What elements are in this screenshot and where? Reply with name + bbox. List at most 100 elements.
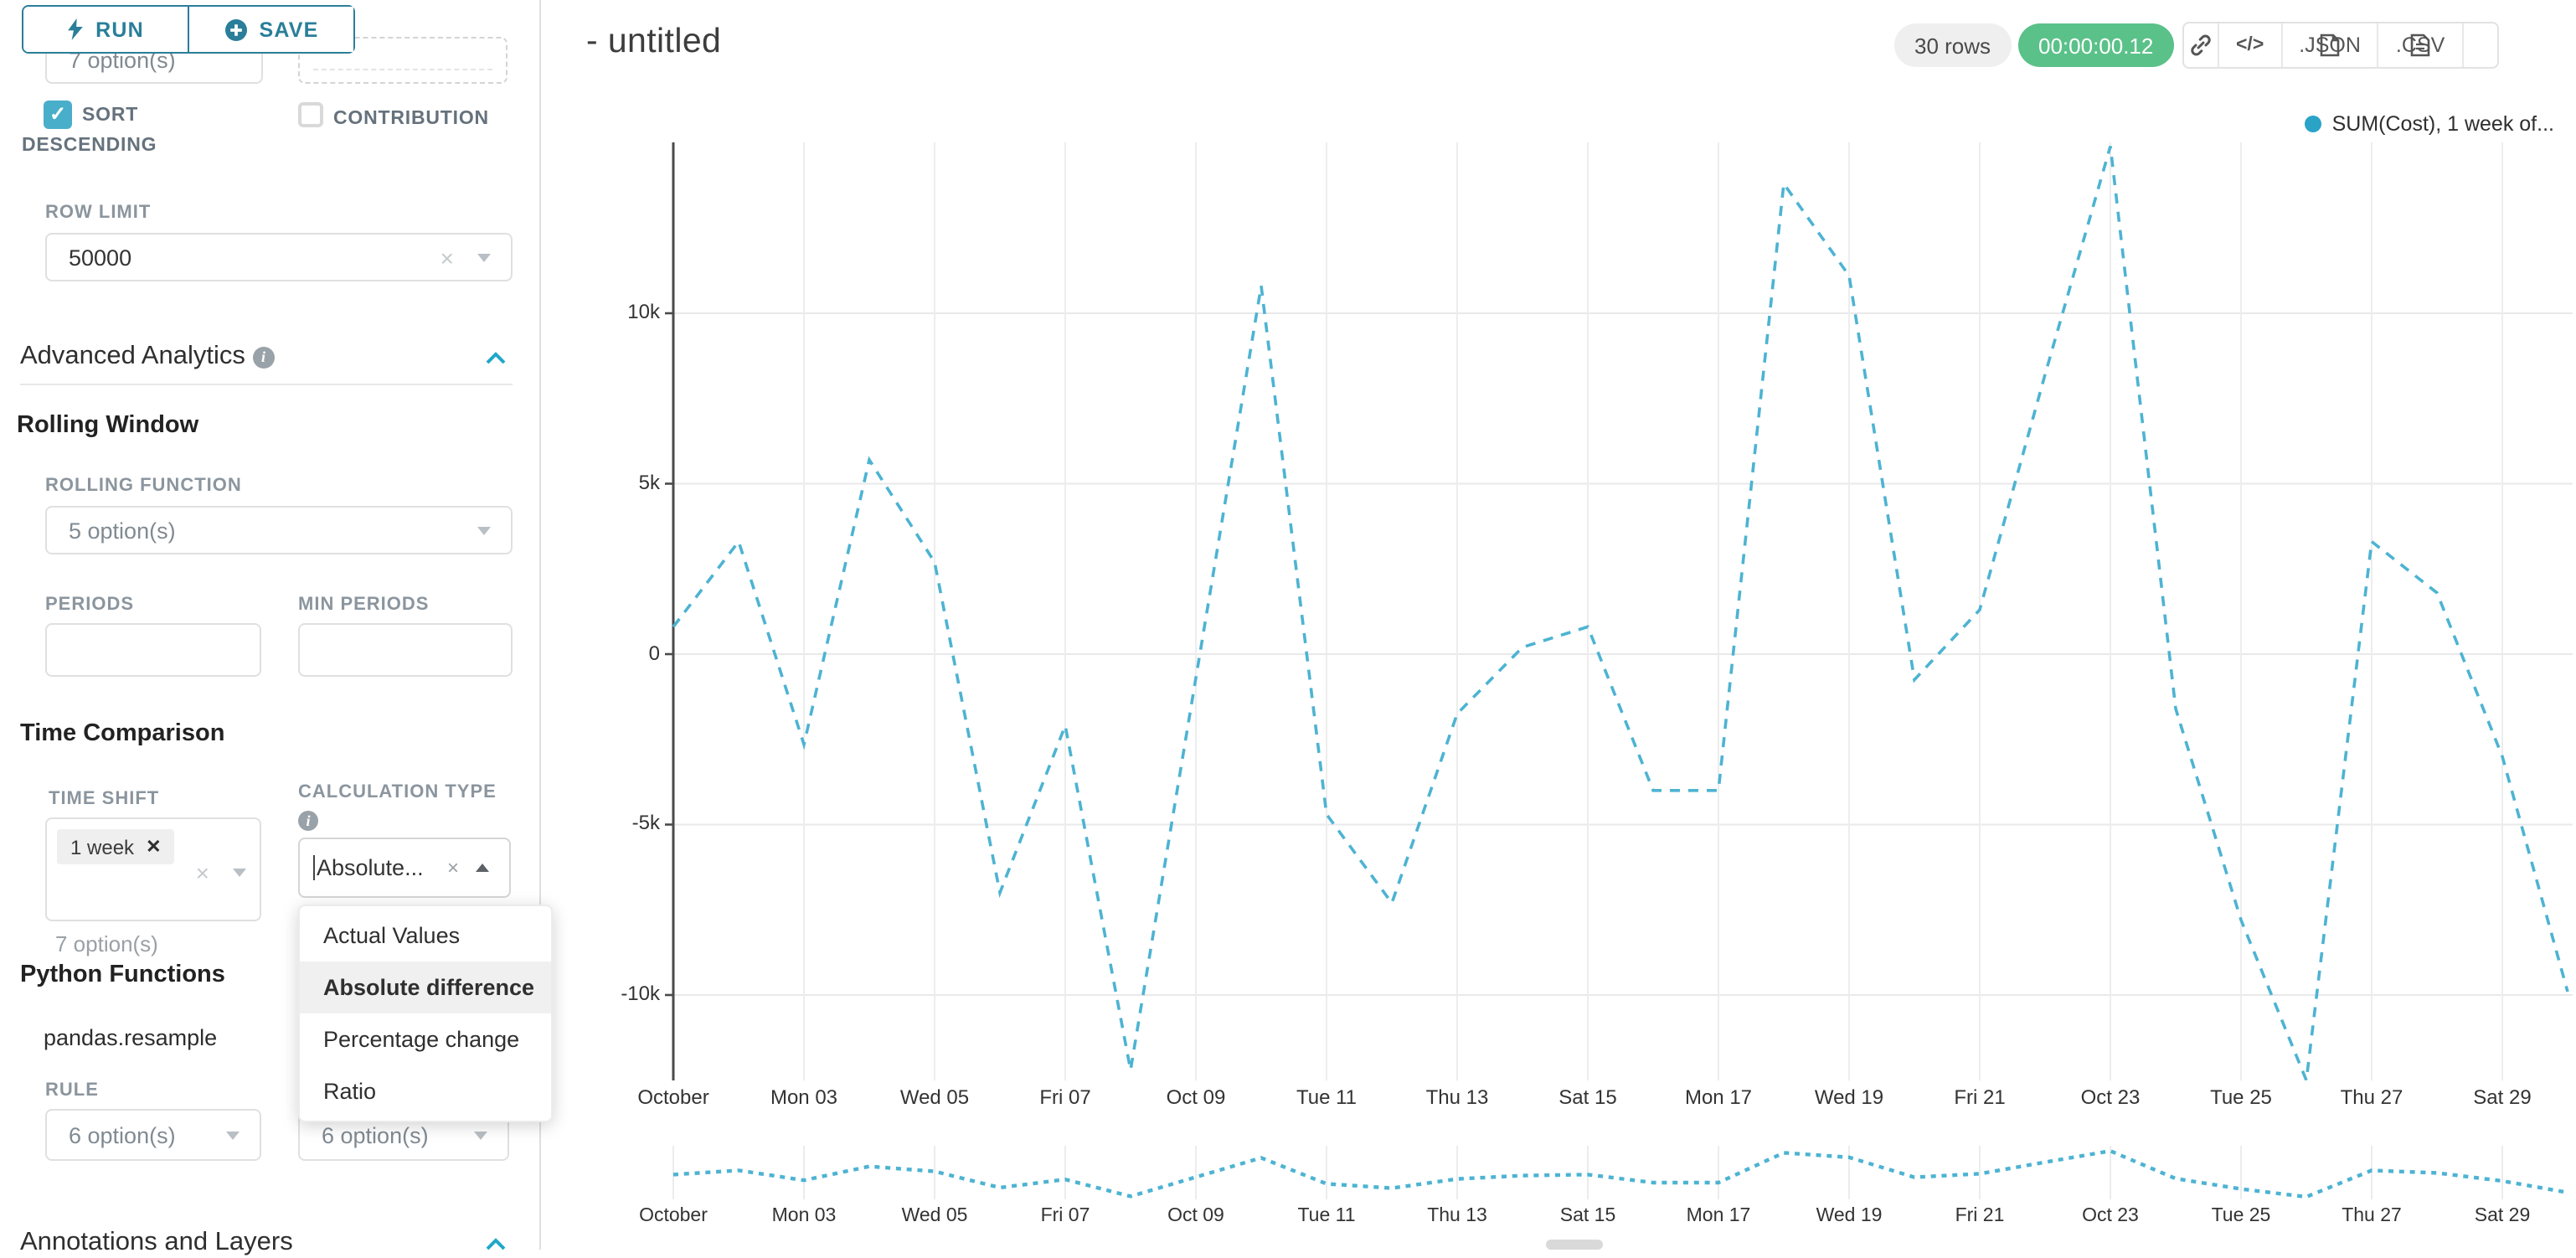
mini-x-tick-label: Tue 11 bbox=[1297, 1206, 1356, 1226]
run-button-label: RUN bbox=[95, 18, 144, 41]
min-periods-input[interactable] bbox=[298, 623, 513, 677]
advanced-analytics-title: Advanced Analytics bbox=[20, 342, 245, 370]
y-tick-label: -5k bbox=[631, 811, 660, 835]
mini-x-tick-label: Sat 15 bbox=[1559, 1206, 1616, 1226]
rolling-window-title: Rolling Window bbox=[17, 412, 199, 439]
chevron-down-icon bbox=[233, 869, 246, 877]
drop-placeholder-line bbox=[313, 69, 492, 70]
time-shift-select[interactable]: 1 week ✕ × bbox=[45, 817, 261, 921]
chart-panel: - untitled 30 rows 00:00:00.12 </> .JSON bbox=[541, 0, 2576, 1250]
export-json-button[interactable]: .JSON bbox=[2282, 23, 2379, 67]
query-timer-badge: 00:00:00.12 bbox=[2018, 23, 2174, 67]
plus-circle-icon bbox=[224, 18, 247, 40]
info-icon: i bbox=[298, 811, 318, 831]
run-save-button-group: RUN SAVE bbox=[22, 5, 355, 54]
legend-label: SUM(Cost), 1 week of... bbox=[2331, 112, 2554, 136]
dropdown-option[interactable]: Percentage change bbox=[323, 1027, 520, 1052]
main-chart[interactable] bbox=[541, 142, 2576, 1080]
mini-x-tick-label: Tue 25 bbox=[2211, 1206, 2271, 1226]
chart-title[interactable]: - untitled bbox=[586, 22, 722, 60]
save-button[interactable]: SAVE bbox=[189, 7, 353, 52]
sort-descending-checkbox[interactable]: ✓ bbox=[44, 101, 72, 129]
chart-legend[interactable]: SUM(Cost), 1 week of... bbox=[2305, 112, 2554, 136]
code-icon: </> bbox=[2236, 35, 2264, 55]
file-icon bbox=[2410, 34, 2430, 57]
embed-code-button[interactable]: </> bbox=[2219, 23, 2283, 67]
contribution-checkbox[interactable] bbox=[298, 102, 323, 127]
rows-badge: 30 rows bbox=[1894, 23, 2012, 67]
calculation-type-label: CALCULATION TYPE bbox=[298, 782, 497, 802]
mini-series-line bbox=[672, 1148, 2568, 1199]
mini-x-tick-label: Fri 21 bbox=[1955, 1206, 2005, 1226]
mini-x-tick-label: October bbox=[639, 1206, 708, 1226]
advanced-analytics-header[interactable]: Advanced Analytics i bbox=[20, 342, 275, 372]
contribution-label: CONTRIBUTION bbox=[333, 109, 489, 129]
annotations-layers-header[interactable]: Annotations and Layers bbox=[20, 1228, 293, 1258]
mini-x-tick-label: Thu 27 bbox=[2342, 1206, 2402, 1226]
mini-chart-brush[interactable] bbox=[541, 1142, 2576, 1206]
row-limit-value: 50000 bbox=[69, 245, 132, 270]
x-tick-label: Oct 23 bbox=[2080, 1085, 2141, 1109]
chevron-down-icon bbox=[477, 253, 491, 261]
chevron-up-icon[interactable] bbox=[486, 1235, 506, 1255]
periods-label: PERIODS bbox=[45, 595, 135, 615]
y-tick-label: 10k bbox=[627, 300, 660, 323]
time-shift-tag: 1 week ✕ bbox=[57, 829, 175, 864]
run-button[interactable]: RUN bbox=[23, 7, 189, 52]
legend-dot-icon bbox=[2305, 116, 2322, 132]
series-line bbox=[672, 146, 2569, 1080]
mini-x-tick-label: Mon 17 bbox=[1686, 1206, 1751, 1226]
calculation-type-value: Absolute... bbox=[317, 855, 424, 880]
pandas-resample-label: pandas.resample bbox=[44, 1025, 218, 1050]
row-limit-label: ROW LIMIT bbox=[45, 203, 152, 223]
link-icon bbox=[2191, 34, 2211, 56]
export-csv-button[interactable]: .CSV bbox=[2379, 23, 2464, 67]
x-tick-label: Sat 15 bbox=[1558, 1085, 1617, 1109]
mini-x-tick-label: Sat 29 bbox=[2474, 1206, 2531, 1226]
clear-icon[interactable]: × bbox=[446, 856, 459, 879]
calculation-type-select[interactable]: Absolute... × bbox=[298, 838, 511, 898]
sort-descending-label: SORT DESCENDING bbox=[22, 106, 157, 156]
clear-icon[interactable]: × bbox=[440, 244, 454, 271]
horizontal-scrollbar-thumb[interactable] bbox=[1546, 1240, 1603, 1250]
rule-label: RULE bbox=[45, 1080, 99, 1101]
python-functions-title: Python Functions bbox=[20, 962, 225, 988]
row-limit-select[interactable]: 50000 × bbox=[45, 233, 513, 281]
x-tick-label: Tue 11 bbox=[1296, 1085, 1358, 1109]
rule-value-secondary: 6 option(s) bbox=[322, 1122, 429, 1147]
mini-x-tick-label: Oct 23 bbox=[2082, 1206, 2139, 1226]
y-tick-label: -10k bbox=[621, 982, 660, 1005]
x-tick-label: Thu 13 bbox=[1425, 1085, 1489, 1109]
mini-x-tick-label: Wed 05 bbox=[901, 1206, 968, 1226]
save-button-label: SAVE bbox=[259, 18, 319, 41]
chevron-up-icon[interactable] bbox=[486, 348, 506, 369]
mini-x-tick-label: Oct 09 bbox=[1167, 1206, 1224, 1226]
chevron-down-icon bbox=[477, 526, 491, 534]
min-periods-label: MIN PERIODS bbox=[298, 595, 430, 615]
metric-drop-area[interactable] bbox=[298, 37, 507, 84]
time-shift-label: TIME SHIFT bbox=[49, 789, 160, 809]
mini-x-tick-label: Mon 03 bbox=[771, 1206, 837, 1226]
clear-icon[interactable]: × bbox=[195, 859, 209, 886]
rule-select[interactable]: 6 option(s) bbox=[45, 1109, 261, 1161]
dropdown-option[interactable]: Ratio bbox=[323, 1079, 377, 1104]
x-tick-label: Mon 03 bbox=[770, 1085, 838, 1109]
copy-link-button[interactable] bbox=[2184, 23, 2219, 67]
menu-button[interactable] bbox=[2463, 23, 2496, 67]
x-tick-label: Mon 17 bbox=[1684, 1085, 1753, 1109]
export-toolbar: </> .JSON .CSV bbox=[2182, 22, 2499, 69]
chevron-down-icon bbox=[226, 1131, 240, 1139]
x-tick-label: Tue 25 bbox=[2210, 1085, 2272, 1109]
remove-tag-icon[interactable]: ✕ bbox=[146, 838, 162, 858]
x-tick-label: Fri 21 bbox=[1954, 1085, 2006, 1109]
rolling-function-select[interactable]: 5 option(s) bbox=[45, 506, 513, 554]
y-tick-label: 5k bbox=[638, 470, 660, 494]
text-cursor bbox=[313, 855, 315, 880]
dropdown-option[interactable]: Actual Values bbox=[323, 923, 461, 948]
dropdown-option[interactable]: Absolute difference bbox=[300, 962, 551, 1013]
time-comparison-title: Time Comparison bbox=[20, 720, 225, 747]
mini-x-tick-label: Thu 13 bbox=[1427, 1206, 1487, 1226]
chevron-down-icon bbox=[474, 1131, 487, 1139]
periods-input[interactable] bbox=[45, 623, 261, 677]
